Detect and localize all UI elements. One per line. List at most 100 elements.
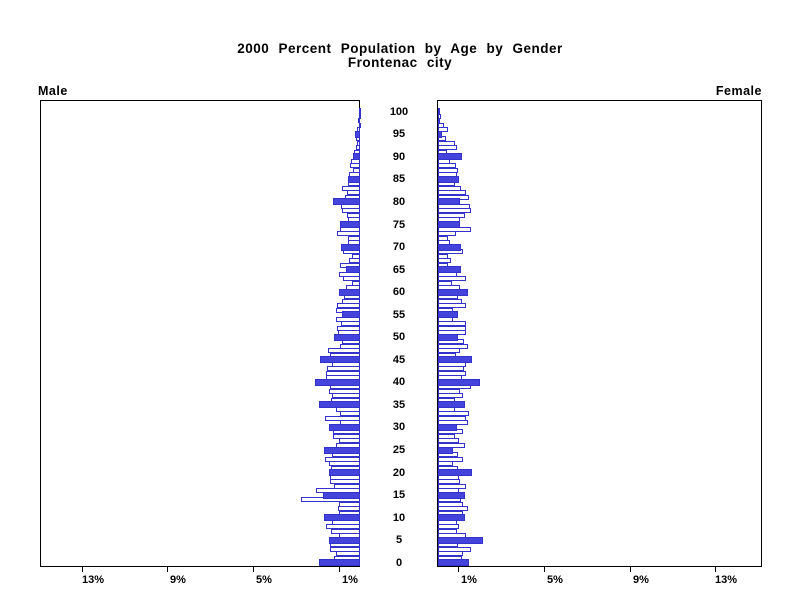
- bar-female-age-25: [438, 446, 453, 454]
- bar-male-age-72: [348, 235, 360, 241]
- bar-male-age-83: [342, 185, 360, 191]
- bar-male-age-100: [359, 108, 361, 116]
- bar-female-age-5: [438, 536, 483, 544]
- bar-female-age-40: [438, 378, 480, 386]
- bar-female-age-42: [438, 370, 466, 376]
- bar-female-age-20: [438, 469, 472, 476]
- bar-female-age-50: [438, 333, 458, 341]
- bar-male-age-88: [350, 163, 360, 169]
- bar-male-age-37: [332, 393, 360, 399]
- bar-female-age-57: [438, 303, 466, 309]
- bar-male-age-45: [320, 356, 360, 364]
- pct-tick-male-1: [339, 567, 340, 572]
- pct-tick-male-9: [167, 567, 168, 572]
- bar-female-age-90: [438, 153, 462, 161]
- bar-female-age-10: [438, 514, 465, 522]
- bar-male-age-98: [358, 118, 360, 124]
- bar-female-age-32: [438, 415, 466, 421]
- bar-female-age-55: [438, 311, 458, 319]
- bar-female-age-88: [438, 163, 456, 169]
- bar-male-age-77: [347, 212, 360, 218]
- age-tick-label-30: 30: [392, 421, 406, 434]
- bar-male-age-80: [333, 198, 360, 206]
- bar-female-age-94: [438, 136, 446, 142]
- bar-male-age-2: [336, 551, 360, 557]
- bar-female-age-77: [438, 212, 465, 218]
- bar-male-age-50: [334, 333, 360, 341]
- age-tick-label-100: 100: [389, 105, 409, 118]
- bar-female-age-78: [438, 208, 471, 214]
- bar-female-age-43: [438, 366, 464, 372]
- bar-female-age-80: [438, 198, 460, 206]
- bar-male-age-85: [348, 175, 360, 183]
- bar-female-age-13: [438, 501, 463, 507]
- bar-female-age-58: [438, 298, 462, 304]
- bar-female-age-45: [438, 356, 472, 364]
- bar-female-age-68: [438, 253, 448, 259]
- age-tick-label-10: 10: [392, 511, 406, 524]
- bar-female-age-48: [438, 343, 468, 349]
- bar-male-age-55: [342, 311, 360, 319]
- bar-female-age-97: [438, 122, 444, 128]
- bar-male-age-12: [338, 506, 360, 512]
- bar-female-age-18: [438, 479, 460, 484]
- bar-female-age-96: [438, 127, 448, 133]
- bar-female-age-72: [438, 235, 448, 241]
- bar-male-age-42: [326, 370, 360, 376]
- bar-male-age-40: [315, 378, 360, 386]
- bar-female-age-22: [438, 461, 453, 466]
- pct-tick-label-female-1: 1%: [461, 574, 477, 586]
- bar-male-age-47: [328, 348, 360, 354]
- bar-female-age-62: [438, 280, 452, 286]
- bar-female-age-87: [438, 167, 458, 173]
- bar-male-age-10: [324, 514, 360, 522]
- bar-male-age-23: [325, 456, 360, 462]
- bar-male-age-27: [339, 438, 360, 444]
- bar-female-age-33: [438, 411, 469, 417]
- bar-male-age-82: [347, 190, 360, 196]
- bar-male-age-13: [339, 501, 360, 507]
- bar-female-age-35: [438, 401, 465, 409]
- bar-male-age-38: [329, 388, 360, 394]
- bar-female-age-70: [438, 243, 461, 251]
- age-tick-label-50: 50: [392, 331, 406, 344]
- bar-male-age-95: [355, 130, 360, 138]
- bar-male-age-7: [331, 528, 360, 534]
- bar-male-age-20: [329, 469, 360, 476]
- bar-male-age-68: [352, 253, 360, 259]
- bar-male-age-73: [337, 231, 360, 236]
- bar-female-age-27: [438, 438, 459, 444]
- bar-male-age-53: [341, 321, 360, 327]
- bar-male-age-8: [326, 524, 360, 530]
- female-axis-label: Female: [715, 84, 762, 98]
- bar-male-age-48: [340, 343, 360, 349]
- bar-male-age-17: [334, 483, 360, 489]
- pct-tick-label-male-13: 13%: [81, 574, 105, 586]
- bar-female-age-60: [438, 288, 468, 296]
- pct-tick-label-female-13: 13%: [714, 574, 738, 586]
- pct-tick-label-male-1: 1%: [342, 574, 358, 586]
- age-tick-label-65: 65: [392, 263, 406, 276]
- age-tick-label-70: 70: [392, 241, 406, 253]
- pct-tick-female-1: [458, 567, 459, 572]
- male-panel: [40, 100, 360, 567]
- male-axis-label: Male: [38, 84, 68, 98]
- pct-tick-label-female-9: 9%: [633, 574, 649, 586]
- age-tick-label-85: 85: [392, 173, 406, 186]
- age-tick-label-5: 5: [395, 534, 403, 547]
- age-tick-label-80: 80: [392, 195, 406, 208]
- bar-male-age-93: [357, 140, 360, 146]
- bar-male-age-3: [330, 546, 360, 552]
- age-tick-label-40: 40: [392, 376, 406, 389]
- bar-female-age-92: [438, 145, 457, 151]
- bar-male-age-78: [342, 208, 360, 214]
- bar-male-age-58: [342, 298, 360, 304]
- age-tick-label-75: 75: [392, 218, 406, 231]
- bar-female-age-23: [438, 456, 463, 462]
- age-tick-label-0: 0: [395, 556, 403, 569]
- bar-male-age-63: [343, 276, 360, 282]
- bar-female-age-75: [438, 221, 460, 228]
- pct-tick-female-9: [630, 567, 631, 572]
- bar-female-age-63: [438, 276, 466, 282]
